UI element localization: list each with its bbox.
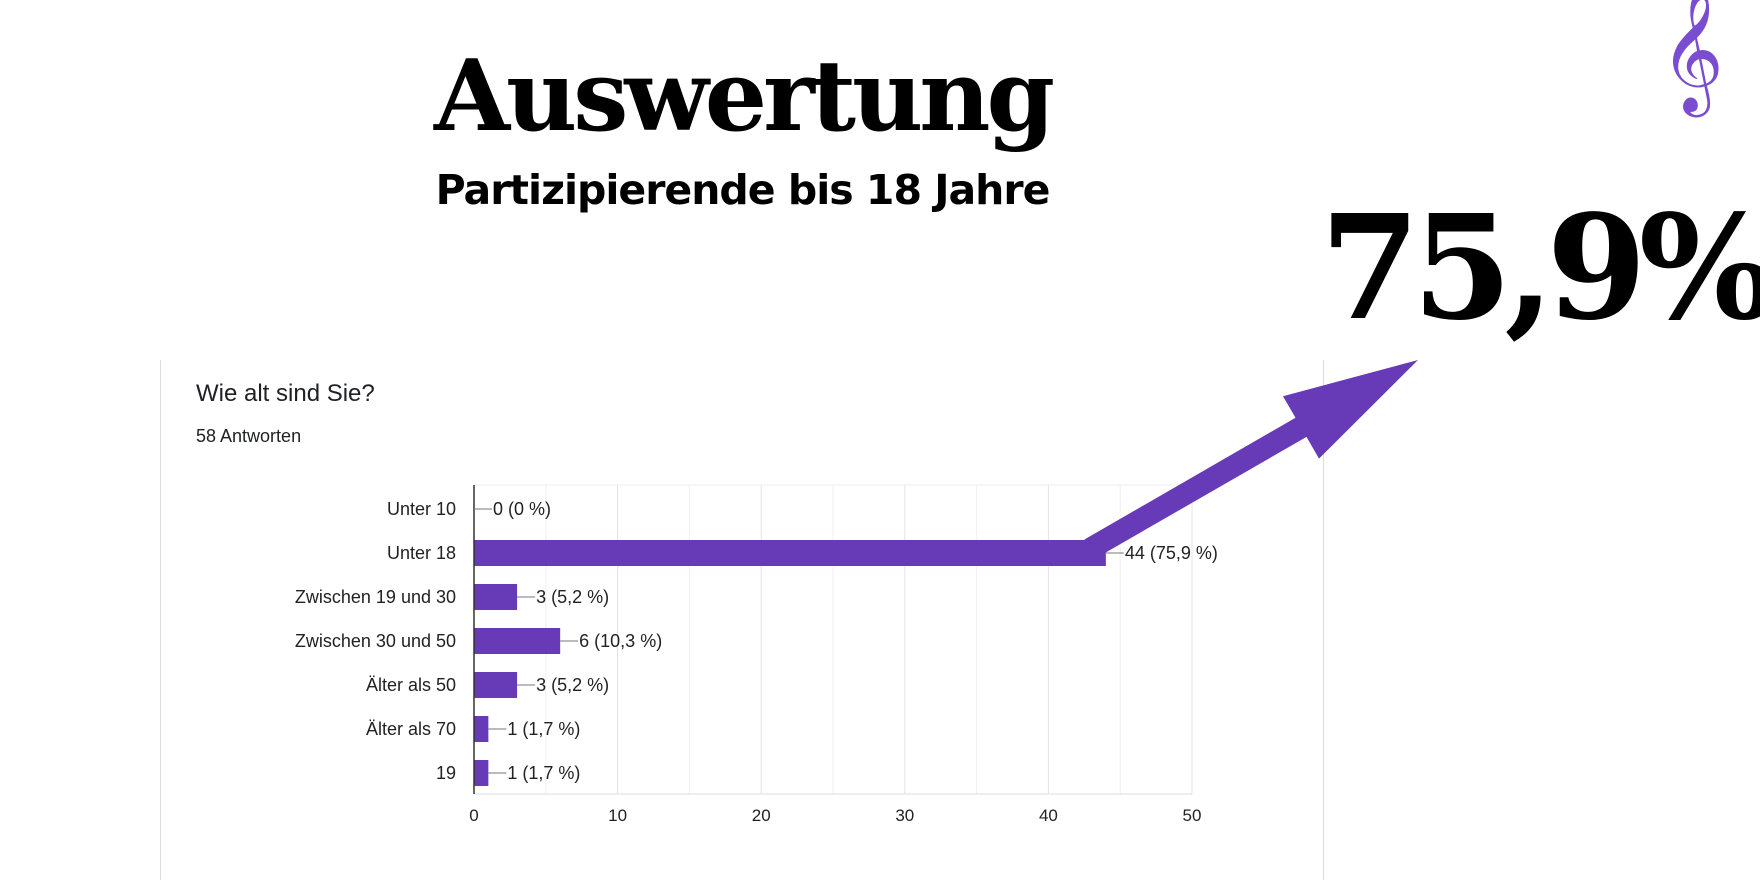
treble-clef-icon: 𝄞 [1660,0,1724,112]
bar [474,628,561,654]
category-label: Zwischen 19 und 30 [295,587,456,607]
category-label: Unter 18 [387,543,456,563]
x-tick-label: 20 [752,806,771,825]
response-count: 58 Antworten [196,426,302,446]
bar [474,716,489,742]
data-label: 0 (0 %) [493,499,551,519]
category-label: Älter als 50 [366,675,456,695]
data-label: 44 (75,9 %) [1125,543,1218,563]
bar [474,760,489,786]
data-label: 3 (5,2 %) [536,675,609,695]
x-tick-label: 0 [469,806,478,825]
data-label: 3 (5,2 %) [536,587,609,607]
category-label: Älter als 70 [366,719,456,739]
question-title: Wie alt sind Sie? [196,380,375,407]
bar [474,584,518,610]
bar [474,672,518,698]
annotation-arrow [1084,360,1418,559]
form-summary-card [160,360,1324,880]
category-label: 19 [436,763,456,783]
bar [474,540,1106,566]
category-label: Zwischen 30 und 50 [295,631,456,651]
x-tick-label: 50 [1183,806,1202,825]
data-label: 1 (1,7 %) [507,719,580,739]
page-subtitle: Partizipierende bis 18 Jahre [435,166,1051,214]
highlight-percentage: 75,9% [1320,183,1760,352]
page-title: Auswertung [433,39,1055,154]
x-tick-label: 40 [1039,806,1058,825]
x-tick-label: 30 [895,806,914,825]
x-tick-label: 10 [608,806,627,825]
data-label: 6 (10,3 %) [579,631,662,651]
data-label: 1 (1,7 %) [507,763,580,783]
category-label: Unter 10 [387,499,456,519]
